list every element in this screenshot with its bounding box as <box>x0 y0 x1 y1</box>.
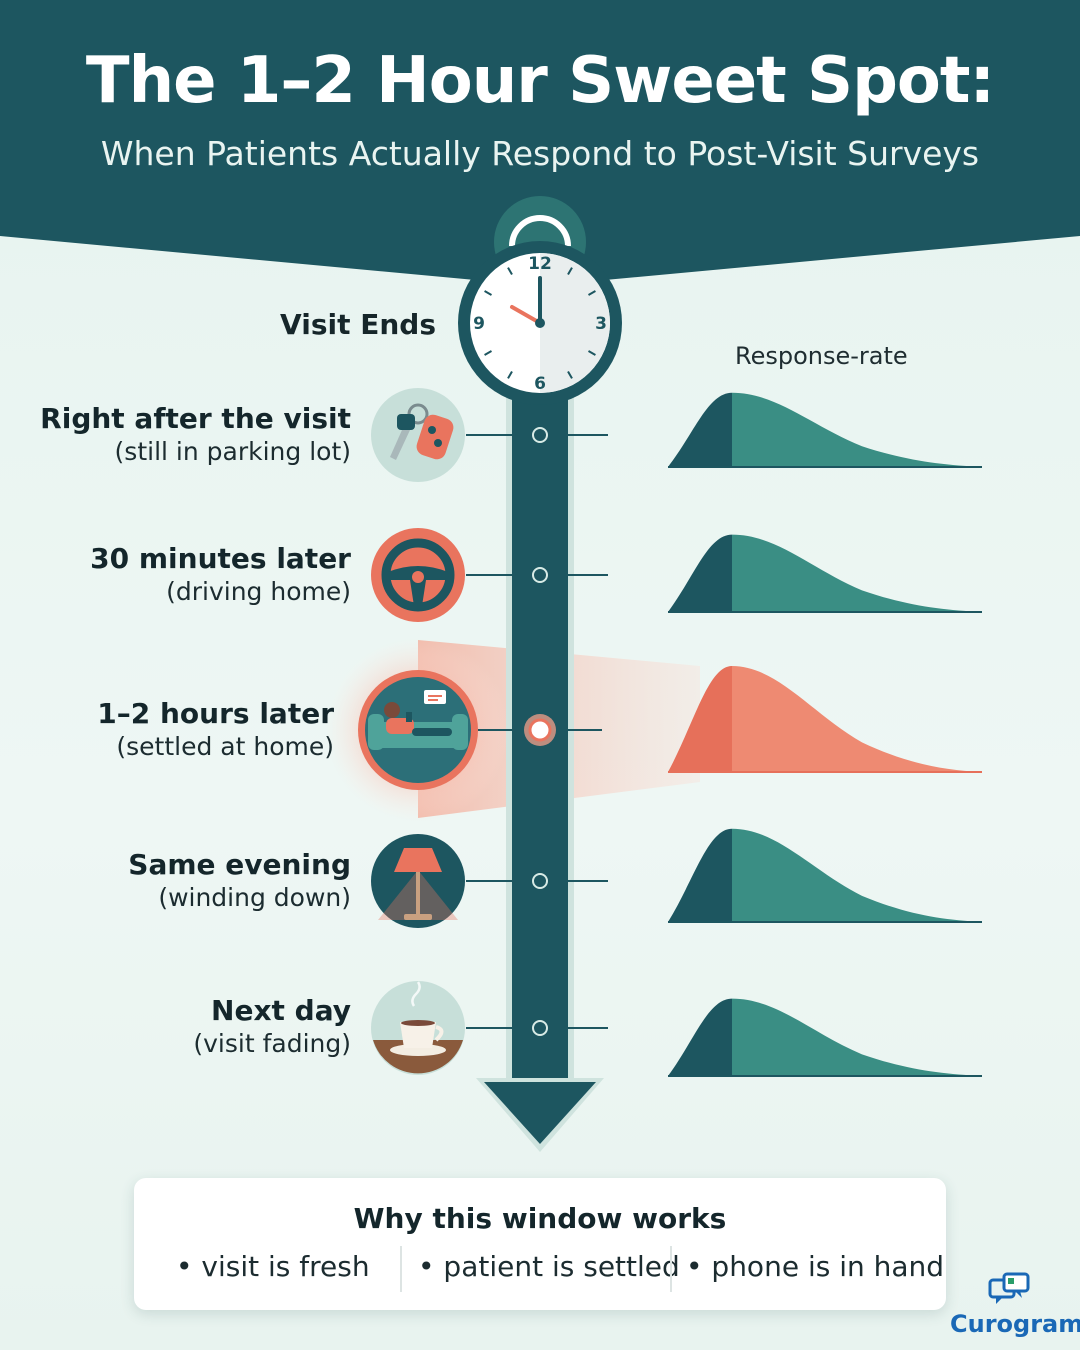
stage-title: Same evening <box>128 848 351 881</box>
response-curve-tail <box>732 666 982 772</box>
header-banner <box>0 0 1080 286</box>
response-curve-4 <box>668 828 982 923</box>
visit-ends-label: Visit Ends <box>280 308 436 341</box>
stage-connector-1 <box>466 427 608 443</box>
stage-1-text: Right after the visit (still in parking … <box>40 402 351 468</box>
stage-title: Right after the visit <box>40 402 351 435</box>
divider <box>670 1246 672 1292</box>
stage-4-text: Same evening (winding down) <box>128 848 351 914</box>
stage-connector-2 <box>466 567 608 583</box>
stage-context: (still in parking lot) <box>114 437 351 466</box>
car-keys-icon <box>371 388 465 482</box>
stage-connector-3 <box>478 714 602 746</box>
person-on-couch-icon <box>358 670 478 790</box>
stage-5-text: Next day (visit fading) <box>193 994 351 1060</box>
stage-title: 30 minutes later <box>90 542 351 575</box>
reason-item: • visit is fresh <box>176 1250 370 1283</box>
stage-context: (driving home) <box>166 577 351 606</box>
response-rate-curves <box>668 392 982 1077</box>
brand-logo-text: Curogram <box>950 1310 1080 1338</box>
page-subtitle: When Patients Actually Respond to Post-V… <box>100 134 980 173</box>
divider <box>400 1246 402 1292</box>
clock-tick <box>567 267 573 276</box>
response-curve-rise <box>668 666 732 772</box>
why-this-window-works-card: Why this window works • visit is fresh •… <box>134 1178 946 1310</box>
clock-number-3: 3 <box>595 314 607 334</box>
chat-bubbles-icon <box>988 1272 1030 1304</box>
stage-context: (settled at home) <box>116 732 334 761</box>
timeline-arrowhead <box>484 1082 596 1144</box>
reason-item: • phone is in hand <box>686 1250 945 1283</box>
clock-number-9: 9 <box>473 314 485 334</box>
response-curve-rise <box>668 998 732 1076</box>
clock-tick <box>587 350 596 356</box>
clock-number-12: 12 <box>528 254 552 274</box>
clock-number-6: 6 <box>534 374 546 394</box>
response-rate-label: Response-rate <box>735 342 908 370</box>
response-curve-tail <box>732 534 982 612</box>
stage-connector-4 <box>466 873 608 889</box>
response-curve-rise <box>668 534 732 612</box>
response-curve-2 <box>668 534 982 613</box>
stage-2-text: 30 minutes later (driving home) <box>90 542 351 608</box>
clock-tick <box>507 267 513 276</box>
response-curve-1 <box>668 392 982 468</box>
lamp-icon <box>371 834 465 928</box>
response-curve-tail <box>732 392 982 467</box>
response-curve-rise <box>668 828 732 922</box>
response-curve-3 <box>668 666 982 773</box>
page-title: The 1–2 Hour Sweet Spot: <box>85 44 995 118</box>
card-title: Why this window works <box>353 1202 727 1235</box>
coffee-cup-icon <box>371 981 465 1075</box>
clock-tick <box>507 370 513 379</box>
clock-tick <box>587 290 596 296</box>
clock-tick <box>484 350 493 356</box>
response-curve-5 <box>668 998 982 1077</box>
stage-context: (visit fading) <box>193 1029 351 1058</box>
response-curve-rise <box>668 392 732 467</box>
clock-icon <box>458 196 622 405</box>
stage-context: (winding down) <box>158 883 351 912</box>
clock-tick <box>484 290 493 296</box>
response-curve-tail <box>732 828 982 922</box>
clock-tick <box>567 370 573 379</box>
stage-3-text: 1–2 hours later (settled at home) <box>97 697 334 763</box>
reason-item: • patient is settled <box>418 1250 680 1283</box>
stage-connector-5 <box>466 1020 608 1036</box>
response-curve-tail <box>732 998 982 1076</box>
stage-title: 1–2 hours later <box>97 697 334 730</box>
stage-title: Next day <box>211 994 351 1027</box>
steering-wheel-icon <box>371 528 465 622</box>
